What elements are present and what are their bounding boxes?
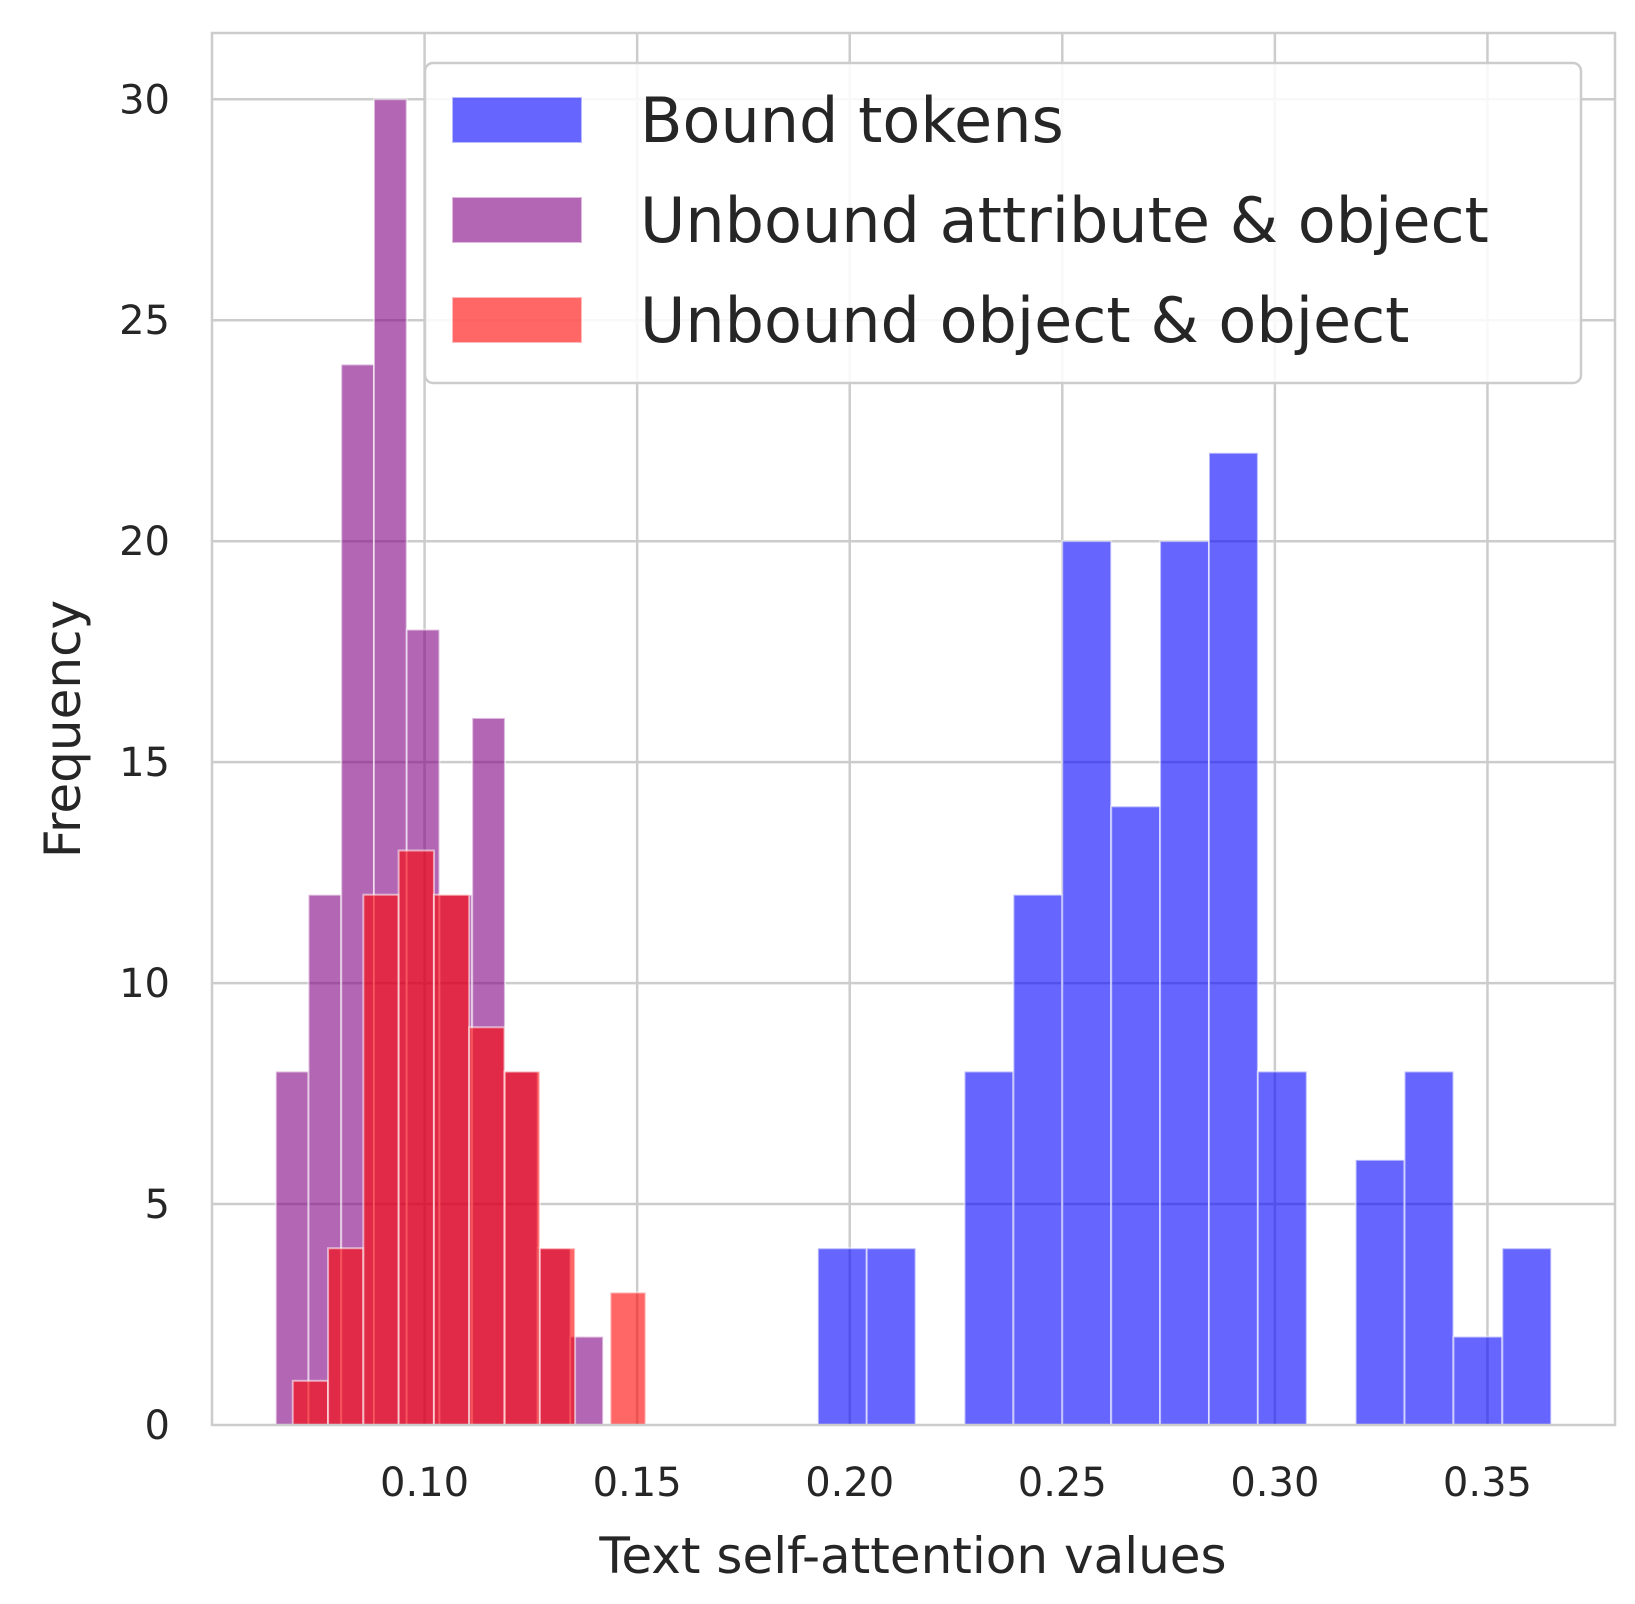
histogram-bar (963, 1070, 1015, 1426)
histogram-bar (865, 1247, 917, 1426)
histogram-bar (1403, 1070, 1455, 1426)
histogram-bar (1110, 805, 1162, 1426)
legend-swatch (451, 196, 583, 244)
histogram-bar (1061, 540, 1113, 1426)
histogram-bar (1354, 1158, 1406, 1427)
y-tick-label: 30 (119, 77, 170, 123)
histogram-bar (609, 1291, 647, 1427)
y-axis-label: Frequency (34, 600, 92, 858)
plot-frame (210, 31, 1617, 1427)
histogram-bar (274, 1070, 310, 1426)
x-tick-label: 0.15 (593, 1460, 682, 1506)
x-tick-label: 0.35 (1443, 1460, 1532, 1506)
histogram-bar (503, 1070, 541, 1426)
histogram-bar (291, 1379, 330, 1427)
legend-box (423, 61, 1583, 385)
y-tick-label: 25 (119, 298, 170, 344)
histogram-bar (1159, 540, 1210, 1426)
histogram-bar (816, 1247, 868, 1426)
x-tick-label: 0.20 (805, 1460, 894, 1506)
legend-label: Bound tokens (640, 84, 1064, 157)
y-tick-label: 5 (145, 1182, 170, 1228)
histogram-bars (274, 98, 1553, 1427)
histogram-bar (1501, 1247, 1553, 1426)
x-axis-ticks: 0.10 0.15 0.20 0.25 0.30 0.35 (380, 1460, 1532, 1506)
legend-swatch (451, 296, 583, 344)
histogram-bar (362, 893, 400, 1426)
x-tick-label: 0.10 (380, 1460, 469, 1506)
histogram-bar (1452, 1335, 1504, 1426)
histogram-bar (432, 893, 471, 1426)
legend-swatch (451, 96, 583, 144)
histogram-bar (397, 849, 435, 1426)
histogram-bar (327, 1247, 365, 1426)
histogram-bar (538, 1247, 577, 1426)
y-tick-label: 20 (119, 519, 170, 565)
y-axis-ticks: 0 5 10 15 20 25 30 (119, 77, 170, 1449)
legend-label: Unbound object & object (640, 284, 1410, 357)
x-tick-label: 0.25 (1018, 1460, 1107, 1506)
x-tick-label: 0.30 (1230, 1460, 1319, 1506)
legend: Bound tokens Unbound attribute & object Un… (423, 61, 1583, 385)
y-tick-label: 10 (119, 961, 170, 1007)
y-tick-label: 15 (119, 740, 170, 786)
y-tick-label: 0 (145, 1403, 170, 1449)
histogram-bar (1256, 1070, 1308, 1426)
x-axis-label: Text self-attention values (598, 1527, 1226, 1585)
histogram-bar (1207, 451, 1259, 1426)
histogram-bar (468, 1026, 506, 1427)
histogram-bar (1012, 893, 1064, 1426)
legend-label: Unbound attribute & object (640, 184, 1489, 257)
